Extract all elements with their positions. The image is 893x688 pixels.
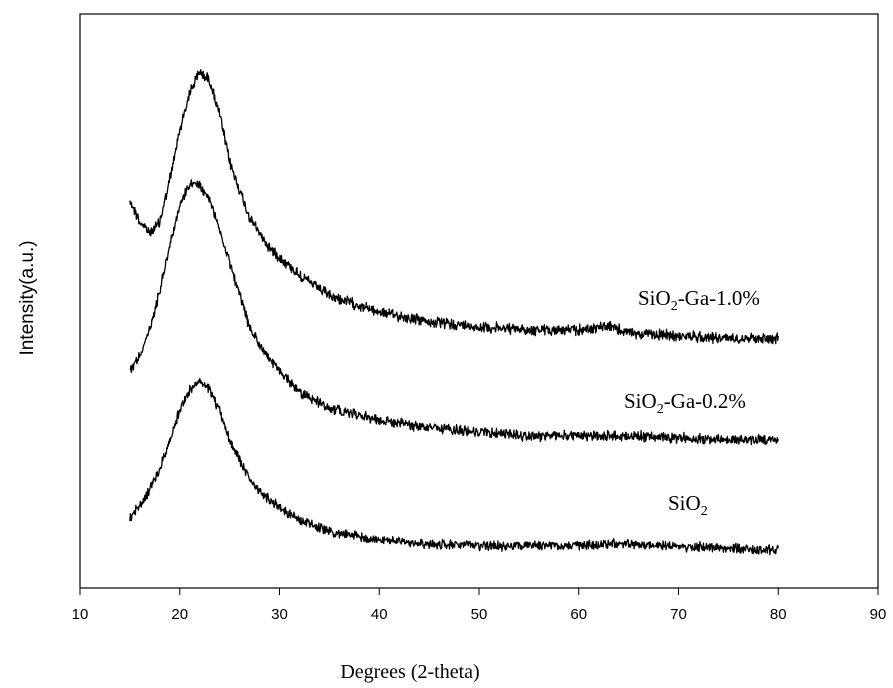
x-tick-label-30: 30 (271, 606, 288, 623)
x-tick-label-80: 80 (770, 606, 787, 623)
series-line-1 (129, 179, 779, 446)
series-label-sio2-ga-0-2: SiO2-Ga-0.2% (624, 389, 746, 417)
series-line-2 (129, 377, 779, 556)
series-label-sio2-ga-1-0: SiO2-Ga-1.0% (638, 286, 760, 314)
y-axis-title: Intensity(a.u.) (17, 240, 38, 355)
x-tick-label-60: 60 (570, 606, 587, 623)
x-axis-ticks: 10 20 30 40 50 60 70 80 90 (72, 588, 887, 623)
x-tick-label-50: 50 (471, 606, 488, 623)
x-tick-label-90: 90 (870, 606, 887, 623)
x-tick-label-40: 40 (371, 606, 388, 623)
x-tick-label-20: 20 (171, 606, 188, 623)
series-line-0 (129, 69, 779, 345)
x-axis-title: Degrees (2-theta) (340, 661, 479, 683)
series-label-sio2: SiO2 (668, 491, 708, 519)
series-lines (129, 69, 779, 556)
x-tick-label-70: 70 (670, 606, 687, 623)
x-tick-label-10: 10 (72, 606, 89, 623)
